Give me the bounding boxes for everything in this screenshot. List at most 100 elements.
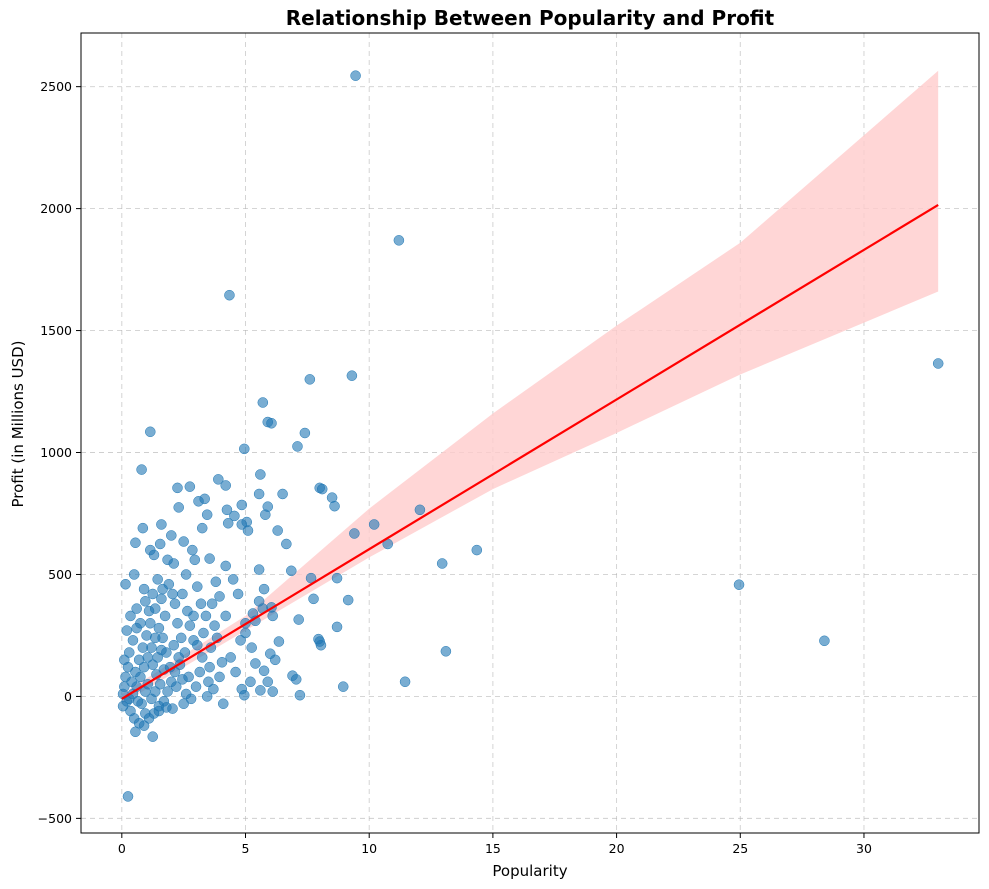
data-point: [440, 646, 452, 657]
data-point: [123, 647, 135, 658]
data-point: [393, 235, 405, 246]
data-point: [187, 544, 198, 556]
points-layer: [117, 70, 944, 802]
data-point: [178, 698, 189, 709]
data-point: [138, 720, 150, 731]
data-point: [131, 603, 142, 614]
data-point: [255, 685, 266, 696]
data-point: [169, 598, 181, 609]
data-point: [239, 689, 250, 701]
data-point: [172, 482, 183, 494]
data-point: [255, 469, 266, 480]
data-point: [196, 652, 208, 663]
data-point: [195, 598, 207, 609]
data-point: [217, 698, 229, 709]
data-point: [214, 671, 225, 683]
data-point: [337, 681, 349, 692]
data-point: [229, 510, 240, 522]
data-point: [346, 370, 358, 381]
data-point: [147, 588, 158, 600]
data-point: [117, 700, 129, 712]
data-point: [127, 635, 139, 646]
data-point: [273, 636, 285, 647]
data-point: [314, 482, 325, 494]
data-point: [206, 598, 218, 609]
data-point: [172, 617, 183, 629]
data-point: [368, 519, 380, 530]
data-point: [214, 591, 225, 602]
data-point: [342, 594, 354, 606]
data-point: [331, 621, 343, 633]
data-point: [308, 593, 319, 605]
data-point: [152, 574, 163, 585]
x-axis-label: Popularity: [492, 862, 567, 880]
data-point: [156, 519, 167, 530]
data-point: [153, 622, 165, 634]
data-point: [149, 686, 161, 697]
x-axis-ticks: 0 5 10 15 20 25 30: [118, 833, 872, 856]
data-point: [178, 536, 189, 547]
data-point: [299, 427, 311, 439]
data-point: [203, 676, 214, 688]
regression-line-layer: [121, 204, 939, 700]
data-point: [192, 639, 203, 651]
data-point: [240, 627, 251, 639]
data-point: [292, 441, 303, 452]
data-point: [201, 691, 213, 702]
y-tick-label: 2000: [40, 201, 72, 216]
data-point: [262, 676, 274, 688]
data-point: [137, 522, 149, 534]
data-point: [130, 537, 141, 549]
regression-line: [121, 204, 939, 700]
y-tick-label: 0: [64, 689, 72, 704]
data-point: [194, 666, 205, 678]
y-axis-ticks: −500 0 500 1000 1500 2000 2500: [38, 79, 81, 826]
data-point: [130, 666, 141, 678]
data-point: [245, 676, 256, 688]
data-point: [224, 289, 235, 301]
data-point: [156, 593, 167, 605]
data-point: [399, 676, 411, 688]
confidence-band-layer: [121, 70, 939, 704]
data-point: [133, 654, 145, 666]
chart-title: Relationship Between Popularity and Prof…: [286, 6, 775, 30]
data-point: [188, 610, 199, 622]
data-point: [161, 702, 172, 713]
data-point: [277, 488, 288, 500]
data-point: [258, 665, 270, 677]
data-point: [209, 620, 220, 631]
data-point: [216, 657, 228, 668]
data-point: [138, 583, 150, 595]
data-point: [148, 549, 160, 561]
data-point: [436, 558, 448, 569]
data-point: [125, 610, 136, 622]
data-point: [154, 678, 166, 690]
data-point: [471, 544, 483, 556]
data-point: [132, 696, 144, 707]
data-point: [131, 622, 142, 634]
data-point: [331, 572, 343, 584]
data-point: [128, 569, 140, 580]
plot-frame: [80, 32, 980, 834]
data-point: [236, 499, 248, 511]
data-point: [166, 676, 177, 688]
y-tick-label: −500: [38, 811, 72, 826]
data-point: [281, 538, 292, 550]
data-point: [122, 791, 134, 802]
data-point: [290, 674, 302, 685]
data-point: [267, 686, 278, 697]
data-point: [145, 617, 156, 629]
data-point: [293, 614, 304, 625]
data-point: [192, 581, 203, 592]
data-point: [147, 731, 158, 742]
data-point: [220, 480, 231, 491]
data-point: [175, 632, 187, 644]
data-point: [140, 708, 151, 719]
data-point: [294, 689, 306, 701]
data-point: [136, 464, 147, 475]
data-point: [162, 686, 173, 697]
data-point: [162, 554, 173, 566]
data-point: [286, 565, 297, 577]
data-point: [177, 674, 188, 685]
data-point: [177, 588, 188, 600]
